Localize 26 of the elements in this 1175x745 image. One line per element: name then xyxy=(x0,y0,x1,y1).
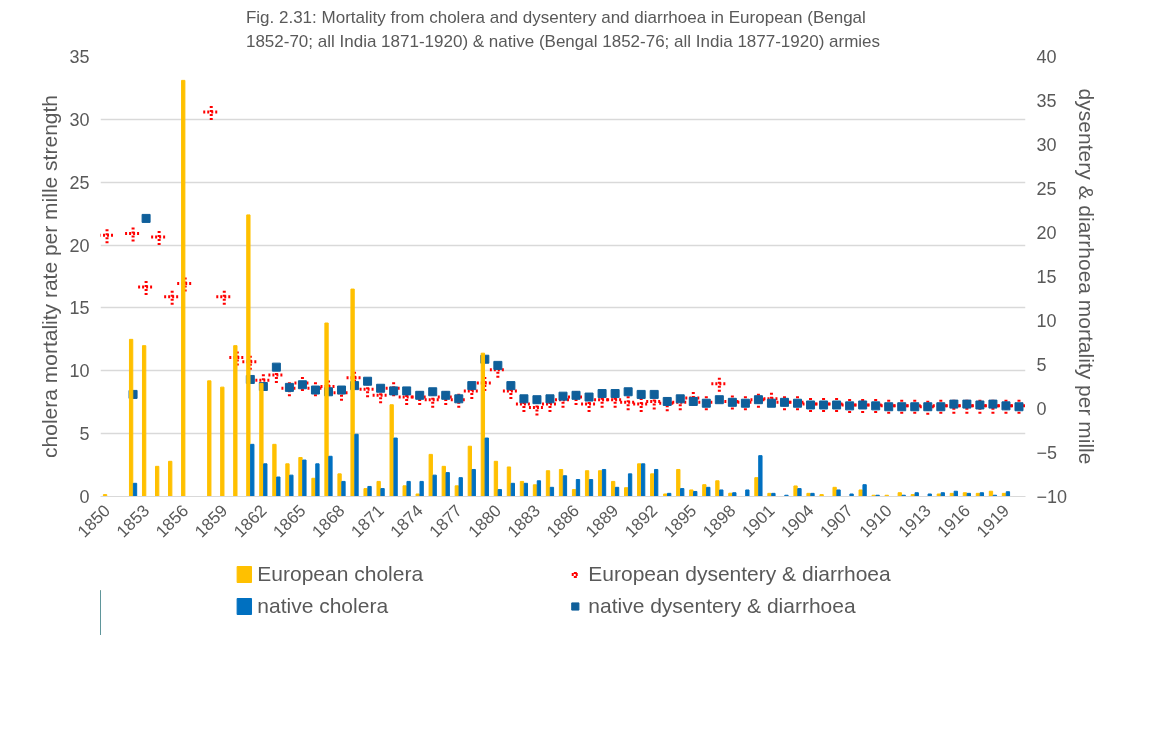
legend-label: European cholera xyxy=(257,562,425,586)
y2-tick-label: 25 xyxy=(1036,179,1057,199)
chart-title: Fig. 2.31: Mortality from cholera and dysentery and diarrhoea in European (Bengal 1852-70; all India 1871-1920) & native (Bengal 1852-76; all India 1877-1920) armies xyxy=(245,7,881,52)
legend-label: European dysentery & diarrhoea xyxy=(588,562,891,586)
y2-tick-label: −5 xyxy=(1036,443,1058,463)
y2-tick-label: 15 xyxy=(1036,267,1057,287)
y-tick-label: 10 xyxy=(69,361,90,382)
y-tick-label: 20 xyxy=(69,235,90,256)
y-tick-label: 30 xyxy=(69,109,90,130)
y2-tick-label: 0 xyxy=(1036,399,1047,419)
y2-tick-label: −10 xyxy=(1036,487,1068,507)
y-tick-label: 15 xyxy=(69,298,90,319)
y-tick-label: 0 xyxy=(79,487,90,507)
y-axis-title: cholera mortality rate per mille strength xyxy=(38,95,62,458)
y2-tick-label: 5 xyxy=(1036,355,1047,375)
y2-tick-label: 20 xyxy=(1036,223,1057,243)
y-tick-label: 35 xyxy=(69,47,90,67)
legend-label: native cholera xyxy=(257,594,390,618)
y2-tick-label: 40 xyxy=(1036,47,1057,67)
y2-axis-title: dysentery & diarrhoea mortality per mille xyxy=(1075,88,1099,465)
y2-tick-label: 10 xyxy=(1036,311,1057,331)
legend-label: native dysentery & diarrhoea xyxy=(588,594,857,618)
y-tick-label: 5 xyxy=(79,424,90,445)
y2-tick-label: 35 xyxy=(1036,91,1057,111)
y2-tick-label: 30 xyxy=(1036,135,1057,155)
y-tick-label: 25 xyxy=(69,172,90,193)
